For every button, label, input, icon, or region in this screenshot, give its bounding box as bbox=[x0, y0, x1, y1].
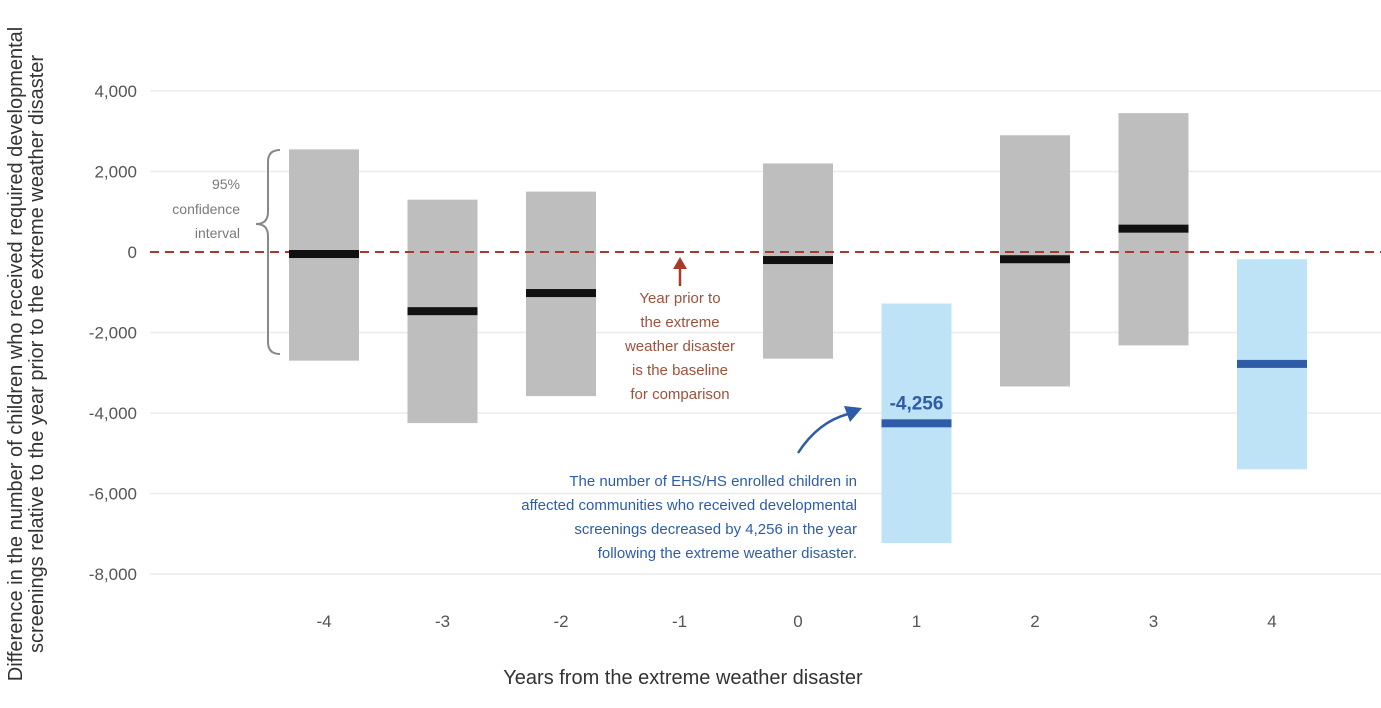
y-tick-label: 0 bbox=[128, 243, 137, 262]
x-tick-label: 0 bbox=[793, 612, 802, 631]
y-tick-label: -6,000 bbox=[89, 485, 137, 504]
finding-arrow-head bbox=[844, 406, 862, 422]
baseline-annotation-line-2: the extreme bbox=[640, 314, 719, 331]
x-tick-label: -3 bbox=[435, 612, 450, 631]
baseline-arrow-head bbox=[673, 257, 687, 269]
finding-annotation-line-1: The number of EHS/HS enrolled children i… bbox=[569, 473, 857, 490]
estimate-value-label: -4,256 bbox=[890, 393, 944, 414]
estimate-markers bbox=[289, 224, 1307, 428]
finding-arrow-curve bbox=[796, 412, 849, 454]
finding-annotation-line-4: following the extreme weather disaster. bbox=[598, 545, 857, 562]
baseline-annotation-line-5: for comparison bbox=[630, 386, 729, 403]
confidence-interval-brace bbox=[255, 149, 281, 355]
baseline-annotation-line-3: weather disaster bbox=[624, 338, 735, 355]
x-axis-title: Years from the extreme weather disaster bbox=[503, 667, 863, 689]
baseline-annotation-line-4: is the baseline bbox=[632, 362, 728, 379]
y-tick-label: -8,000 bbox=[89, 565, 137, 584]
x-tick-label: -4 bbox=[316, 612, 331, 631]
ci-annotation-line-1: 95% bbox=[212, 176, 240, 192]
estimate-marker-year-2 bbox=[1000, 255, 1070, 264]
estimate-marker-year--3 bbox=[407, 307, 478, 316]
x-tick-label: 1 bbox=[912, 612, 921, 631]
estimate-marker-year--4 bbox=[289, 250, 359, 259]
estimate-marker-year-3 bbox=[1118, 224, 1189, 233]
baseline-annotation-line-1: Year prior to bbox=[639, 290, 720, 307]
finding-annotation-line-2: affected communities who received develo… bbox=[521, 497, 857, 514]
estimate-marker-year-1 bbox=[881, 419, 952, 428]
x-tick-label: -2 bbox=[553, 612, 568, 631]
x-axis-ticks: -4 -3 -2 -1 0 1 2 3 4 bbox=[316, 612, 1276, 631]
y-tick-label: -2,000 bbox=[89, 324, 137, 343]
x-tick-label: 4 bbox=[1267, 612, 1276, 631]
ci-annotation-line-3: interval bbox=[195, 225, 240, 241]
x-tick-label: 2 bbox=[1030, 612, 1039, 631]
y-tick-label: 4,000 bbox=[94, 82, 137, 101]
estimate-marker-year--2 bbox=[526, 289, 596, 298]
finding-annotation-line-3: screenings decreased by 4,256 in the yea… bbox=[574, 521, 857, 538]
estimate-marker-year-4 bbox=[1237, 359, 1307, 368]
ci-annotation-line-2: confidence bbox=[172, 201, 240, 217]
x-tick-label: 3 bbox=[1149, 612, 1158, 631]
y-axis-ticks: 4,000 2,000 0 -2,000 -4,000 -6,000 -8,000 bbox=[89, 82, 137, 584]
y-axis-title-line-2: screenings relative to the year prior to… bbox=[26, 55, 48, 653]
y-tick-label: 2,000 bbox=[94, 163, 137, 182]
y-axis-title-line-1: Difference in the number of children who… bbox=[5, 27, 27, 681]
y-axis-title: Difference in the number of children who… bbox=[5, 27, 48, 681]
x-tick-label: -1 bbox=[672, 612, 687, 631]
y-tick-label: -4,000 bbox=[89, 404, 137, 423]
estimate-marker-year-0 bbox=[763, 256, 833, 265]
